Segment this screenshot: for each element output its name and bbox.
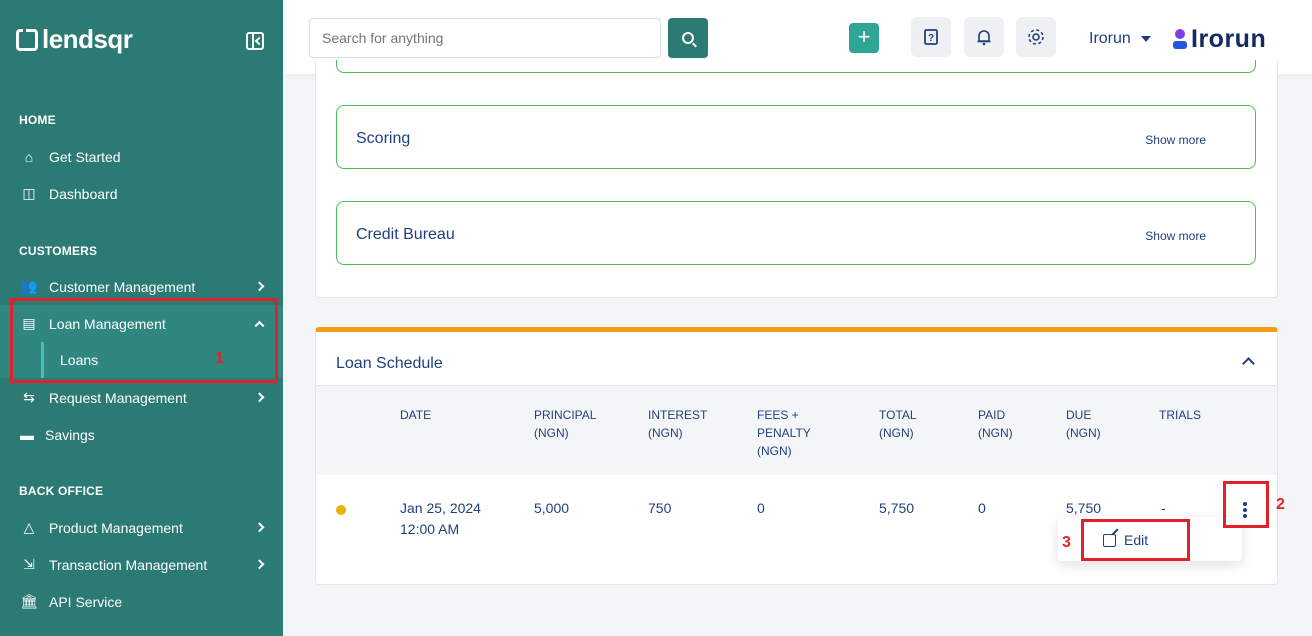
annotation-number-1: 1 xyxy=(215,350,224,367)
panel-title: Scoring xyxy=(356,130,411,147)
sidebar-item-label: Dashboard xyxy=(49,185,118,202)
chevron-right-icon xyxy=(254,521,265,532)
sidebar-item-label: Loans xyxy=(60,352,99,368)
svg-text:?: ? xyxy=(928,33,934,44)
annotation-box-2 xyxy=(1223,481,1269,528)
sidebar-subitem-loans[interactable]: Loans xyxy=(0,342,283,378)
chevron-up-icon[interactable] xyxy=(1242,357,1255,370)
caret-down-icon[interactable] xyxy=(1141,36,1151,42)
edit-menu-item[interactable]: Edit xyxy=(1103,532,1148,548)
sidebar-item-api-service[interactable]: 🏛 API Service xyxy=(0,583,283,620)
column-header-total: TOTAL (NGN) xyxy=(879,408,917,440)
sidebar-item-product-management[interactable]: △ Product Management xyxy=(0,509,283,546)
sidebar-item-label: Customer Management xyxy=(49,278,196,295)
sidebar-item-request-management[interactable]: ⇆ Request Management xyxy=(0,379,283,416)
annotation-box-3 xyxy=(1081,519,1190,561)
lendsqr-logo-icon xyxy=(16,28,38,51)
dashboard-icon: ◫ xyxy=(22,185,36,201)
section-title-back-office: BACK OFFICE xyxy=(19,484,104,498)
home-icon: ⌂ xyxy=(24,148,34,165)
row-actions-menu: Edit xyxy=(1058,517,1242,561)
column-header-fees-penalty: FEES + PENALTY (NGN) xyxy=(757,408,811,458)
lendsqr-logo[interactable]: lendsqr xyxy=(16,24,133,55)
search-button[interactable] xyxy=(668,18,708,58)
active-indicator xyxy=(41,342,44,378)
show-more-link[interactable]: Show more xyxy=(1145,133,1206,147)
sidebar-item-label: Get Started xyxy=(49,148,121,165)
brand-text: Irorun xyxy=(1191,25,1267,53)
settings-button[interactable] xyxy=(1016,17,1056,57)
briefcase-icon: ▬ xyxy=(20,426,34,443)
cell-interest: 750 xyxy=(648,500,672,516)
cell-date: Jan 25, 2024 12:00 AM xyxy=(400,500,481,537)
cell-paid: 0 xyxy=(978,500,986,516)
loan-icon: ▤ xyxy=(22,315,36,331)
search-input[interactable] xyxy=(309,18,661,58)
cell-due: 5,750 xyxy=(1066,500,1102,516)
bank-icon: 🏛 xyxy=(20,593,38,609)
logo-text: lendsqr xyxy=(42,24,133,54)
column-header-trials: TRIALS xyxy=(1159,408,1202,422)
column-header-principal: PRINCIPAL (NGN) xyxy=(534,408,597,440)
table-header: DATE PRINCIPAL (NGN) INTEREST (NGN) FEES +… xyxy=(316,385,1277,475)
help-button[interactable]: ? xyxy=(911,17,951,57)
sidebar-item-label: Request Management xyxy=(49,389,187,406)
add-button[interactable]: + xyxy=(849,23,879,53)
show-more-link[interactable]: Show more xyxy=(1145,229,1206,243)
users-icon: 👥 xyxy=(20,278,38,294)
sidebar-item-label: Loan Management xyxy=(49,315,166,332)
bell-icon xyxy=(977,30,991,46)
panel-scoring[interactable]: Scoring Show more xyxy=(336,105,1256,169)
sidebar-item-label: API Service xyxy=(49,593,123,610)
column-header-interest: INTEREST (NGN) xyxy=(648,408,708,440)
edit-icon xyxy=(1103,533,1116,547)
sidebar-item-dashboard[interactable]: ◫ Dashboard xyxy=(0,175,283,212)
chevron-right-icon xyxy=(254,280,265,291)
column-header-date: DATE xyxy=(400,408,432,422)
annotation-number-2: 2 xyxy=(1276,496,1285,513)
panel-title: Credit Bureau xyxy=(356,226,455,243)
loan-schedule-title: Loan Schedule xyxy=(336,355,443,372)
gear-icon xyxy=(1028,29,1044,45)
edit-label: Edit xyxy=(1124,532,1149,548)
shapes-icon: △ xyxy=(23,519,35,535)
cell-fees-penalty: 0 xyxy=(757,500,765,516)
row-actions-icon[interactable] xyxy=(1243,502,1247,518)
sidebar-item-transaction-management[interactable]: ⇲ Transaction Management xyxy=(0,546,283,583)
panel-credit-bureau[interactable]: Credit Bureau Show more xyxy=(336,201,1256,265)
brand-logo: Irorun xyxy=(1173,25,1266,54)
status-dot xyxy=(336,505,346,515)
sidebar-item-customer-management[interactable]: 👥 Customer Management xyxy=(0,268,283,305)
sidebar-item-label: Transaction Management xyxy=(49,556,208,573)
sidebar-item-get-started[interactable]: ⌂ Get Started xyxy=(0,138,283,175)
plus-icon: + xyxy=(857,24,871,49)
section-title-home: HOME xyxy=(19,113,56,127)
sidebar-item-loan-management[interactable]: ▤ Loan Management xyxy=(0,305,283,342)
sidebar-item-label: Product Management xyxy=(49,519,183,536)
brand-logo-icon xyxy=(1173,28,1187,51)
sidebar-item-label: Savings xyxy=(45,426,95,443)
cell-principal: 5,000 xyxy=(534,500,570,516)
cell-total: 5,750 xyxy=(879,500,915,516)
request-icon: ⇆ xyxy=(23,389,35,405)
transaction-icon: ⇲ xyxy=(23,556,35,572)
collapse-sidebar-icon[interactable] xyxy=(246,32,264,50)
annotation-number-3: 3 xyxy=(1062,534,1071,551)
column-header-due: DUE (NGN) xyxy=(1066,408,1101,440)
column-header-paid: PAID (NGN) xyxy=(978,408,1013,440)
collapsed-panel-edge xyxy=(336,60,1256,73)
notifications-button[interactable] xyxy=(964,17,1004,57)
cell-trials: - xyxy=(1161,500,1166,516)
user-menu[interactable]: Irorun xyxy=(1089,30,1131,47)
chevron-right-icon xyxy=(254,391,265,402)
help-icon: ? xyxy=(924,29,938,45)
search-icon xyxy=(682,32,694,44)
section-title-customers: CUSTOMERS xyxy=(19,244,98,258)
annotation-box-1 xyxy=(10,298,278,383)
sidebar: lendsqr HOME ⌂ Get Started ◫ Dashboard C… xyxy=(0,0,283,636)
chevron-right-icon xyxy=(254,558,265,569)
sidebar-item-savings[interactable]: ▬ Savings xyxy=(0,416,283,453)
